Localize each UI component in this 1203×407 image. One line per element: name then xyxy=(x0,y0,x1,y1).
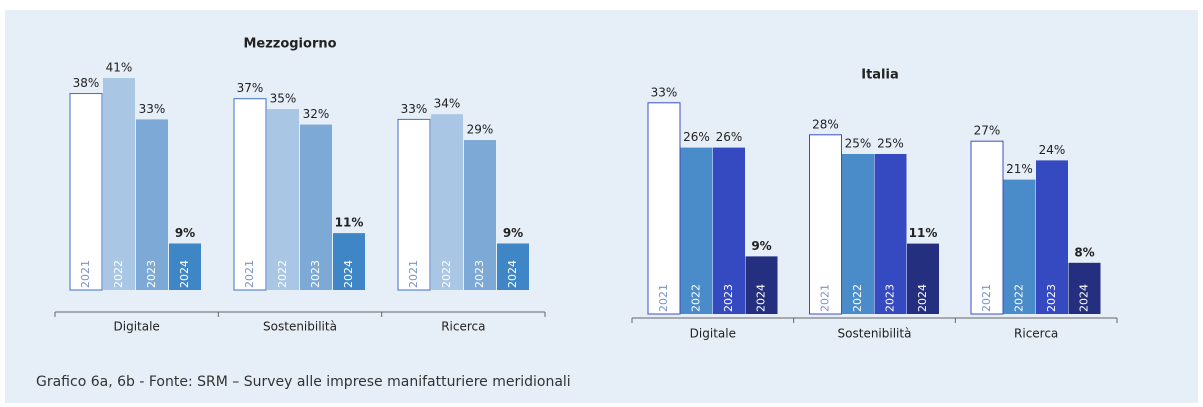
series-label: 2021 xyxy=(79,260,92,288)
value-label: 11% xyxy=(335,216,364,230)
value-label: 38% xyxy=(73,76,100,90)
bar xyxy=(267,109,299,290)
bar xyxy=(809,134,842,315)
bar xyxy=(333,233,365,290)
series-label: 2021 xyxy=(819,284,832,312)
bar xyxy=(397,118,431,291)
bar xyxy=(713,147,745,314)
series-label: 2022 xyxy=(276,260,289,288)
value-label: 33% xyxy=(139,102,166,116)
caption: Grafico 6a, 6b - Fonte: SRM – Survey all… xyxy=(36,374,571,390)
series-label: 2024 xyxy=(1078,284,1091,312)
series-label: 2022 xyxy=(112,260,125,288)
x-tick-label: Sostenibilità xyxy=(838,327,912,341)
value-label: 25% xyxy=(877,137,904,151)
value-label: 33% xyxy=(401,102,428,116)
bar xyxy=(1036,160,1068,314)
bar xyxy=(69,93,103,291)
series-label: 2022 xyxy=(440,260,453,288)
value-label: 21% xyxy=(1006,162,1033,176)
series-label: 2021 xyxy=(407,260,420,288)
series-label: 2023 xyxy=(309,260,322,288)
series-label: 2024 xyxy=(342,260,355,288)
series-label: 2024 xyxy=(916,284,929,312)
x-tick-label: Digitale xyxy=(114,320,160,334)
series-label: 2022 xyxy=(690,284,703,312)
bar xyxy=(907,243,939,314)
chart-title: Italia xyxy=(861,68,899,83)
value-label: 9% xyxy=(503,226,523,240)
bar xyxy=(647,102,681,315)
value-label: 26% xyxy=(683,130,710,144)
value-label: 9% xyxy=(175,226,195,240)
value-label: 11% xyxy=(909,226,938,240)
bar xyxy=(1003,179,1036,314)
bar xyxy=(300,124,332,290)
chart-title: Mezzogiorno xyxy=(243,37,336,52)
bar xyxy=(680,147,713,314)
x-tick-label: Sostenibilità xyxy=(263,320,337,334)
series-label: 2023 xyxy=(1045,284,1058,312)
series-label: 2023 xyxy=(722,284,735,312)
x-tick-label: Ricerca xyxy=(441,320,485,334)
bar xyxy=(136,119,168,290)
bar xyxy=(497,243,529,290)
series-label: 2021 xyxy=(657,284,670,312)
value-label: 32% xyxy=(303,107,330,121)
series-label: 2021 xyxy=(980,284,993,312)
value-label: 25% xyxy=(845,137,872,151)
x-tick-label: Ricerca xyxy=(1014,327,1058,341)
value-label: 27% xyxy=(974,124,1001,138)
bar xyxy=(1068,262,1101,314)
value-label: 41% xyxy=(106,61,133,75)
value-label: 34% xyxy=(434,97,461,111)
bar xyxy=(464,140,496,290)
value-label: 9% xyxy=(751,239,771,253)
value-label: 33% xyxy=(651,85,678,99)
series-label: 2021 xyxy=(243,260,256,288)
bar xyxy=(874,154,907,314)
series-label: 2024 xyxy=(506,260,519,288)
value-label: 37% xyxy=(237,81,264,95)
value-label: 28% xyxy=(812,117,839,131)
bar xyxy=(745,256,778,314)
bar xyxy=(169,243,201,290)
series-label: 2022 xyxy=(1013,284,1026,312)
value-label: 29% xyxy=(467,123,494,137)
series-label: 2023 xyxy=(145,260,158,288)
series-label: 2022 xyxy=(851,284,864,312)
series-label: 2023 xyxy=(473,260,486,288)
value-label: 8% xyxy=(1074,245,1094,259)
series-label: 2023 xyxy=(884,284,897,312)
value-label: 24% xyxy=(1039,143,1066,157)
bar xyxy=(970,140,1004,315)
value-label: 35% xyxy=(270,92,297,106)
bar xyxy=(103,78,135,290)
bar xyxy=(233,98,267,291)
x-tick-label: Digitale xyxy=(690,327,736,341)
bar xyxy=(842,154,874,314)
series-label: 2024 xyxy=(178,260,191,288)
bar xyxy=(431,114,463,290)
series-label: 2024 xyxy=(755,284,768,312)
value-label: 26% xyxy=(716,130,743,144)
